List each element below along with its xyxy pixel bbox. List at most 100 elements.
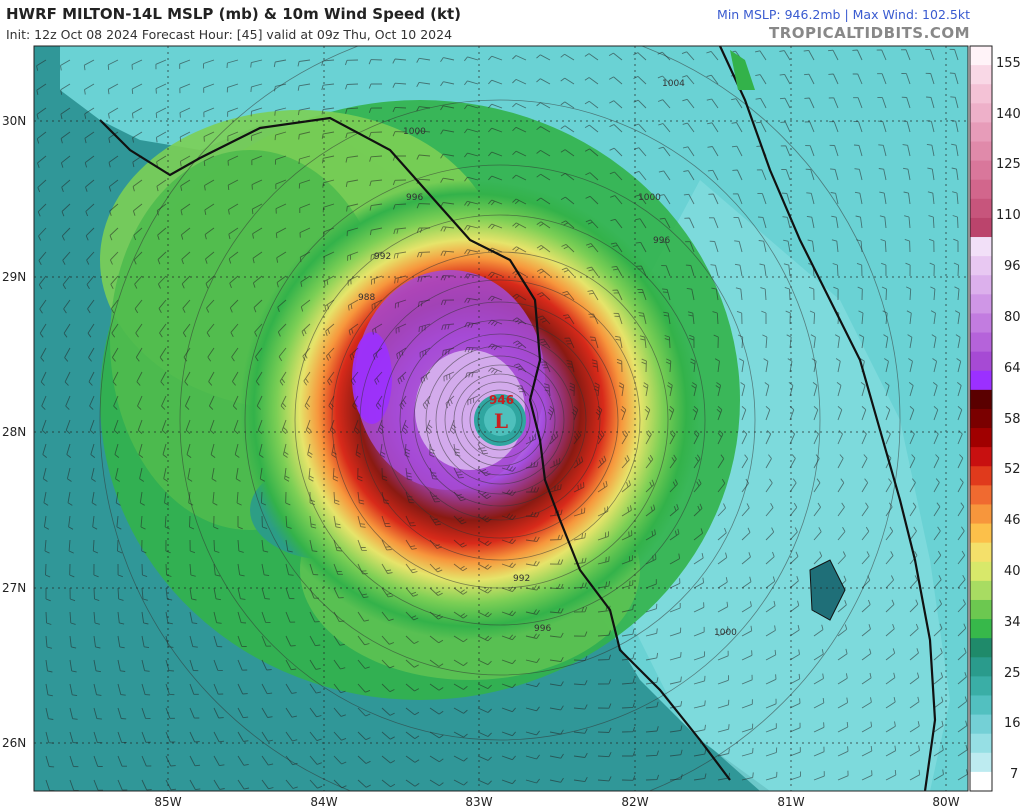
site-credit: TROPICALTIDBITS.COM	[769, 24, 970, 42]
wind-barb	[549, 656, 564, 663]
wind-barb	[208, 395, 215, 410]
wind-barb	[69, 683, 78, 697]
wind-barb	[933, 769, 944, 781]
wind-barb	[608, 76, 623, 85]
wind-barb	[41, 419, 47, 434]
wind-barb	[837, 770, 849, 781]
wind-barb	[36, 107, 47, 120]
wind-barb	[501, 562, 516, 569]
wind-barb	[42, 467, 48, 482]
wind-barb	[765, 430, 772, 445]
wind-barb	[477, 539, 492, 546]
wind-barb	[909, 454, 916, 469]
wind-barb	[66, 467, 72, 482]
wind-barb	[309, 683, 322, 694]
wind-barb	[405, 683, 420, 692]
wind-barb	[189, 707, 200, 719]
wind-barb	[234, 443, 240, 458]
wind-barb	[440, 177, 455, 183]
wind-barb	[308, 467, 314, 482]
wind-barb	[669, 676, 682, 685]
wind-barb	[84, 155, 95, 168]
wind-barb	[957, 454, 964, 469]
wind-barb	[881, 286, 887, 301]
wind-barb	[657, 75, 671, 85]
wind-barb	[526, 487, 540, 493]
wind-barb	[370, 251, 383, 260]
wind-barb	[566, 360, 575, 373]
wind-barb	[117, 659, 126, 672]
wind-barb	[381, 683, 395, 693]
wind-barb	[132, 203, 143, 216]
wind-barb	[477, 755, 492, 761]
wind-barb	[440, 129, 455, 135]
wind-barb	[712, 311, 719, 325]
wind-barb	[208, 371, 215, 386]
wind-barb	[276, 251, 287, 263]
wind-barb	[549, 729, 564, 735]
wind-barb	[36, 59, 47, 71]
wind-barb	[813, 478, 821, 493]
colorbar-swatch	[970, 122, 992, 143]
wind-barb	[706, 74, 719, 85]
wind-barb	[758, 240, 767, 253]
wind-barb	[645, 430, 652, 445]
wind-barb	[879, 215, 887, 229]
wind-barb	[237, 563, 245, 577]
wind-barb	[189, 611, 198, 625]
lat-label: 26N	[2, 736, 26, 750]
wind-barb	[324, 299, 335, 312]
wind-barb	[512, 293, 527, 301]
wind-barb	[884, 358, 889, 373]
wind-barb	[392, 106, 407, 113]
wind-barb	[333, 539, 343, 552]
isobar-label: 1000	[403, 127, 426, 137]
wind-barb	[549, 484, 562, 493]
wind-barb	[393, 251, 407, 259]
wind-barb	[610, 242, 623, 253]
wind-barb	[371, 275, 383, 285]
wind-barb	[477, 779, 492, 785]
wind-barb	[230, 323, 239, 338]
wind-barb	[477, 611, 492, 618]
wind-barb	[464, 322, 479, 329]
wind-barb	[233, 419, 239, 434]
wind-barb	[885, 745, 897, 757]
wind-barb	[693, 626, 705, 637]
wind-barb	[285, 611, 296, 623]
wind-barb	[394, 299, 407, 309]
wind-barb	[91, 491, 97, 506]
wind-barb	[741, 503, 750, 517]
wind-barb	[40, 371, 47, 386]
wind-barb	[809, 310, 816, 325]
wind-barb	[368, 59, 383, 65]
lon-label: 80W	[932, 795, 959, 809]
wind-barb	[765, 625, 776, 637]
wind-barb	[298, 131, 311, 140]
wind-barb	[525, 633, 540, 639]
longitude-labels: 85W 84W 83W 82W 81W 80W	[154, 795, 959, 809]
wind-barb	[108, 155, 119, 168]
wind-barb	[37, 155, 47, 168]
wind-barb	[464, 176, 479, 182]
wind-barb	[231, 347, 239, 362]
colorbar-swatch	[970, 217, 992, 238]
wind-barb	[333, 707, 346, 717]
wind-barb	[584, 100, 599, 109]
wind-barb	[137, 395, 143, 410]
wind-barb	[615, 335, 623, 349]
wind-barb	[442, 347, 455, 356]
wind-barb	[885, 697, 896, 709]
wind-barb	[182, 323, 191, 338]
wind-barb	[227, 107, 239, 117]
wind-barb	[117, 683, 126, 696]
wind-barb	[736, 310, 743, 325]
wind-barb	[756, 169, 767, 181]
map-frame	[33, 45, 969, 792]
wind-barb	[277, 299, 287, 313]
wind-barb	[501, 779, 516, 785]
wind-barb	[525, 706, 540, 712]
wind-barb	[836, 382, 842, 397]
wind-barb	[405, 515, 416, 527]
wind-barb	[717, 478, 726, 493]
